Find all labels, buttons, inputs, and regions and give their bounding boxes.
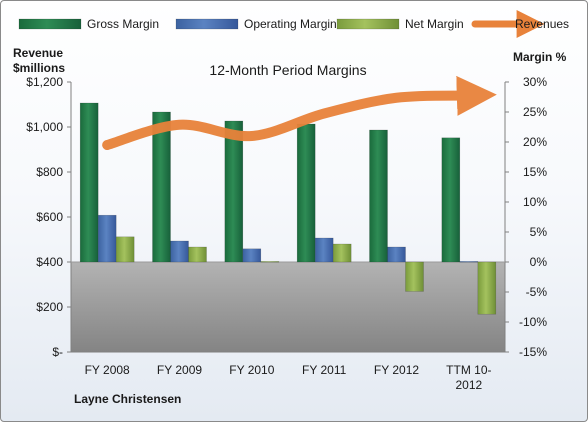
legend-label: Revenues [515,17,569,31]
bar-gross-margin [79,102,99,263]
right-tick-label: -5% [526,285,548,299]
category-label: FY 2008 [85,363,130,377]
category-label: FY 2011 [302,363,347,377]
category-label: FY 2012 [374,363,419,377]
chart-title: 12-Month Period Margins [209,62,366,78]
bar-net-margin [260,261,280,263]
bar-net-margin [332,243,352,263]
bar-net-margin [405,261,424,292]
left-tick-label: $1,000 [26,120,63,134]
left-tick-label: $600 [36,210,63,224]
legend-swatch-net-margin [336,18,400,30]
category-label: FY 2009 [157,363,202,377]
left-tick-label: $200 [36,300,63,314]
bar-operating-margin [170,240,189,263]
left-tick-label: $800 [36,165,63,179]
right-tick-label: 20% [523,135,547,149]
left-axis-title: Revenue $millions [13,46,66,75]
category-label: FY 2010 [229,363,274,377]
revenue-line [102,75,497,150]
category-labels: FY 2008 FY 2009 FY 2010 FY 2011 FY 2012 TTM 1… [85,363,492,392]
bar-operating-margin [387,246,406,263]
negative-zone [71,262,505,352]
category-label: TTM 10-2012 [446,363,491,392]
bar-operating-margin [314,237,334,263]
left-tick-label: $400 [36,255,63,269]
footer-text: Layne Christensen [74,392,181,406]
legend-label: Net Margin [405,17,464,31]
bar-gross-margin [369,129,388,263]
bar-net-margin [115,236,135,263]
right-tick-label: -10% [519,315,547,329]
legend-label: Operating Margin [244,17,337,31]
right-tick-label: 0% [530,255,548,269]
bar-net-margin [477,261,497,315]
bar-gross-margin [441,137,461,263]
bar-net-margin [188,246,207,263]
right-tick-label: 30% [523,75,547,89]
right-tick-label: 10% [523,195,547,209]
legend: Gross Margin Operating Margin Net Margin Re… [18,10,569,38]
bar-operating-margin [97,214,117,263]
revenue-series [102,75,497,150]
right-tick-label: -15% [519,345,547,359]
left-tick-label: $1,200 [26,75,63,89]
right-tick-label: 5% [530,225,548,239]
bar-gross-margin [152,111,171,263]
right-axis-title: Margin % [513,50,567,64]
bar-gross-margin [224,120,244,263]
bar-operating-margin [459,261,479,263]
legend-label: Gross Margin [87,17,159,31]
left-axis-ticks: $- $200 $400 $600 $800 $1,000 $1,200 [26,75,71,359]
right-tick-label: 25% [523,105,547,119]
left-tick-label: $- [52,345,63,359]
legend-swatch-gross-margin [18,18,82,30]
legend-swatch-operating-margin [175,18,239,30]
bars [79,102,497,315]
right-axis-ticks: -15% -10% -5% 0% 5% 10% 15% 20% 25% 30% [505,75,547,359]
bar-operating-margin [242,248,262,263]
bar-gross-margin [296,123,316,263]
right-tick-label: 15% [523,165,547,179]
